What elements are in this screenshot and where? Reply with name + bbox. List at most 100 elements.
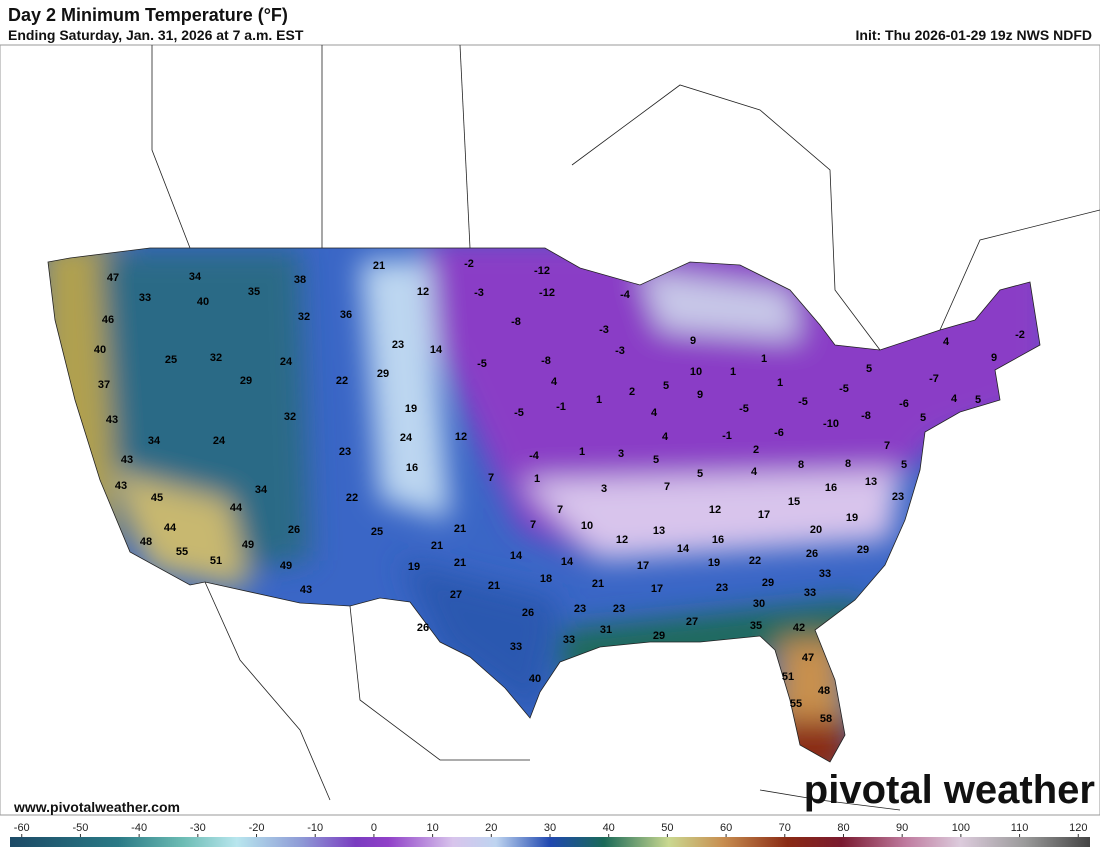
temperature-label: 23 <box>574 603 586 615</box>
colorbar-tick-label: -10 <box>307 822 323 834</box>
temperature-label: 43 <box>121 454 133 466</box>
temperature-label: 17 <box>651 583 663 595</box>
temperature-label: -5 <box>739 403 749 415</box>
temperature-label: 10 <box>690 366 702 378</box>
temperature-label: 19 <box>408 561 420 573</box>
temperature-label: 5 <box>901 459 907 471</box>
temperature-label: 1 <box>777 377 783 389</box>
temperature-label: 45 <box>151 492 163 504</box>
temperature-label: 7 <box>557 504 563 516</box>
temperature-label: -4 <box>529 450 540 462</box>
temperature-label: 20 <box>810 524 822 536</box>
temperature-label: -4 <box>620 289 631 301</box>
temperature-label: 32 <box>298 311 310 323</box>
temperature-label: -5 <box>514 407 524 419</box>
temperature-label: 26 <box>806 548 818 560</box>
temperature-label: -5 <box>798 396 808 408</box>
temperature-label: 22 <box>336 375 348 387</box>
temperature-label: 19 <box>405 403 417 415</box>
temperature-label: 43 <box>115 480 127 492</box>
colorbar-tick-label: -30 <box>190 822 206 834</box>
temperature-label: 51 <box>210 555 222 567</box>
temperature-label: 37 <box>98 379 110 391</box>
temperature-label: 10 <box>581 520 593 532</box>
temperature-label: 14 <box>561 556 574 568</box>
temperature-label: 31 <box>600 624 612 636</box>
temperature-label: 12 <box>455 431 467 443</box>
borders <box>151 44 1100 811</box>
temperature-label: 21 <box>454 523 466 535</box>
temperature-label: 7 <box>530 519 536 531</box>
temperature-label: 29 <box>653 630 665 642</box>
temperature-label: 34 <box>148 435 161 447</box>
temperature-label: -3 <box>615 345 625 357</box>
temperature-label: 13 <box>653 525 665 537</box>
temperature-label: 3 <box>618 448 624 460</box>
temperature-label: 2 <box>753 444 759 456</box>
temperature-label: 24 <box>280 356 293 368</box>
temperature-label: -12 <box>539 287 555 299</box>
temperature-label: -5 <box>477 358 487 370</box>
colorbar-tick-label: -40 <box>131 822 147 834</box>
temperature-label: 25 <box>371 526 383 538</box>
temperature-label: -8 <box>541 355 551 367</box>
temperature-label: 1 <box>761 353 767 365</box>
temperature-label: 48 <box>140 536 152 548</box>
temperature-label: 48 <box>818 685 830 697</box>
temperature-label: 29 <box>240 375 252 387</box>
temperature-label: -12 <box>534 265 550 277</box>
colorbar-tick-label: -20 <box>249 822 265 834</box>
temperature-label: 34 <box>189 271 202 283</box>
temperature-label: 49 <box>280 560 292 572</box>
temperature-label: 36 <box>340 309 352 321</box>
temperature-label: 34 <box>255 484 268 496</box>
temperature-label: 27 <box>450 589 462 601</box>
temperature-label: 38 <box>294 274 306 286</box>
temperature-label: -8 <box>511 316 521 328</box>
temperature-label: 8 <box>845 458 851 470</box>
temperature-label: 18 <box>540 573 552 585</box>
temperature-label: 21 <box>488 580 500 592</box>
logo: pivotal weather <box>804 768 1095 812</box>
temperature-label: 33 <box>563 634 575 646</box>
temperature-label: 1 <box>534 473 540 485</box>
temperature-label: 35 <box>750 620 762 632</box>
temperature-label: 23 <box>716 582 728 594</box>
temperature-label: 29 <box>377 368 389 380</box>
colorbar-tick-label: 10 <box>426 822 438 834</box>
colorbar-ticks: -60 -50 -40 -30 -20 -10 0 10 20 30 40 50 60 70 80 90 100… <box>14 822 1087 837</box>
website: www.pivotalweather.com <box>13 799 180 815</box>
temperature-label: 16 <box>825 482 837 494</box>
temperature-label: 5 <box>920 412 926 424</box>
temperature-label: -2 <box>1015 329 1025 341</box>
temperature-label: 5 <box>653 454 659 466</box>
temperature-label: 46 <box>102 314 114 326</box>
colorbar-tick-label: -60 <box>14 822 30 834</box>
temperature-label: 16 <box>712 534 724 546</box>
temperature-label: -6 <box>774 427 784 439</box>
temperature-label: 33 <box>139 292 151 304</box>
temperature-label: 9 <box>690 335 696 347</box>
temperature-label: 17 <box>758 509 770 521</box>
temperature-label: 5 <box>866 363 872 375</box>
temperature-label: 35 <box>248 286 260 298</box>
temperature-label: 58 <box>820 713 832 725</box>
temperature-label: -8 <box>861 410 871 422</box>
temperature-label: -1 <box>556 401 566 413</box>
temperature-label: 22 <box>346 492 358 504</box>
temperature-label: 7 <box>664 481 670 493</box>
temperature-label: 5 <box>663 380 669 392</box>
colorbar-tick-label: 60 <box>720 822 732 834</box>
temperature-label: 4 <box>651 407 658 419</box>
temperature-label: 12 <box>417 286 429 298</box>
temperature-label: 25 <box>165 354 177 366</box>
colorbar <box>10 837 1090 847</box>
temperature-label: 19 <box>846 512 858 524</box>
temperature-label: 7 <box>884 440 890 452</box>
temperature-label: 17 <box>637 560 649 572</box>
colorbar-tick-label: 90 <box>896 822 908 834</box>
colorbar-tick-label: 0 <box>371 822 377 834</box>
temperature-label: -3 <box>599 324 609 336</box>
temperature-label: 9 <box>991 352 997 364</box>
